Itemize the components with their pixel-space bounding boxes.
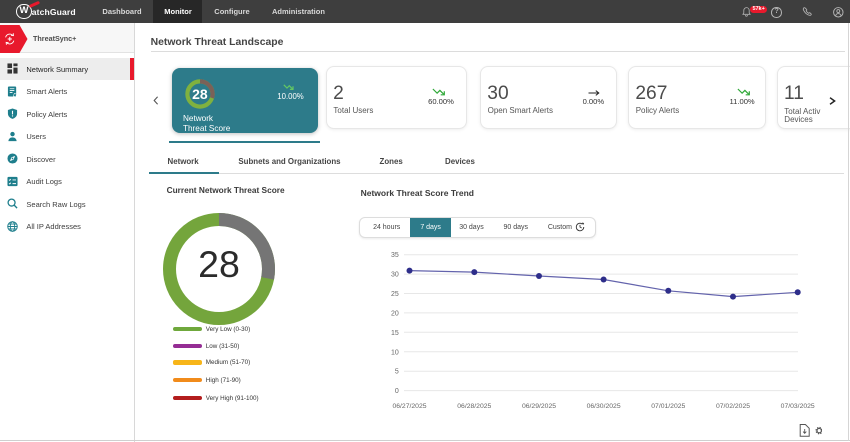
svg-text:06/28/2025: 06/28/2025 — [457, 403, 491, 410]
svg-text:25: 25 — [391, 291, 399, 298]
svg-text:30: 30 — [391, 272, 399, 279]
svg-text:20: 20 — [391, 310, 399, 317]
svg-text:06/29/2025: 06/29/2025 — [522, 403, 556, 410]
svg-text:07/01/2025: 07/01/2025 — [651, 403, 685, 410]
svg-text:06/27/2025: 06/27/2025 — [392, 403, 426, 410]
svg-text:07/02/2025: 07/02/2025 — [716, 403, 750, 410]
svg-text:5: 5 — [395, 369, 399, 376]
svg-text:15: 15 — [391, 330, 399, 337]
svg-text:0: 0 — [395, 388, 399, 395]
svg-text:35: 35 — [391, 252, 399, 259]
svg-text:07/03/2025: 07/03/2025 — [781, 403, 815, 410]
svg-text:06/30/2025: 06/30/2025 — [587, 403, 621, 410]
svg-text:10: 10 — [391, 349, 399, 356]
